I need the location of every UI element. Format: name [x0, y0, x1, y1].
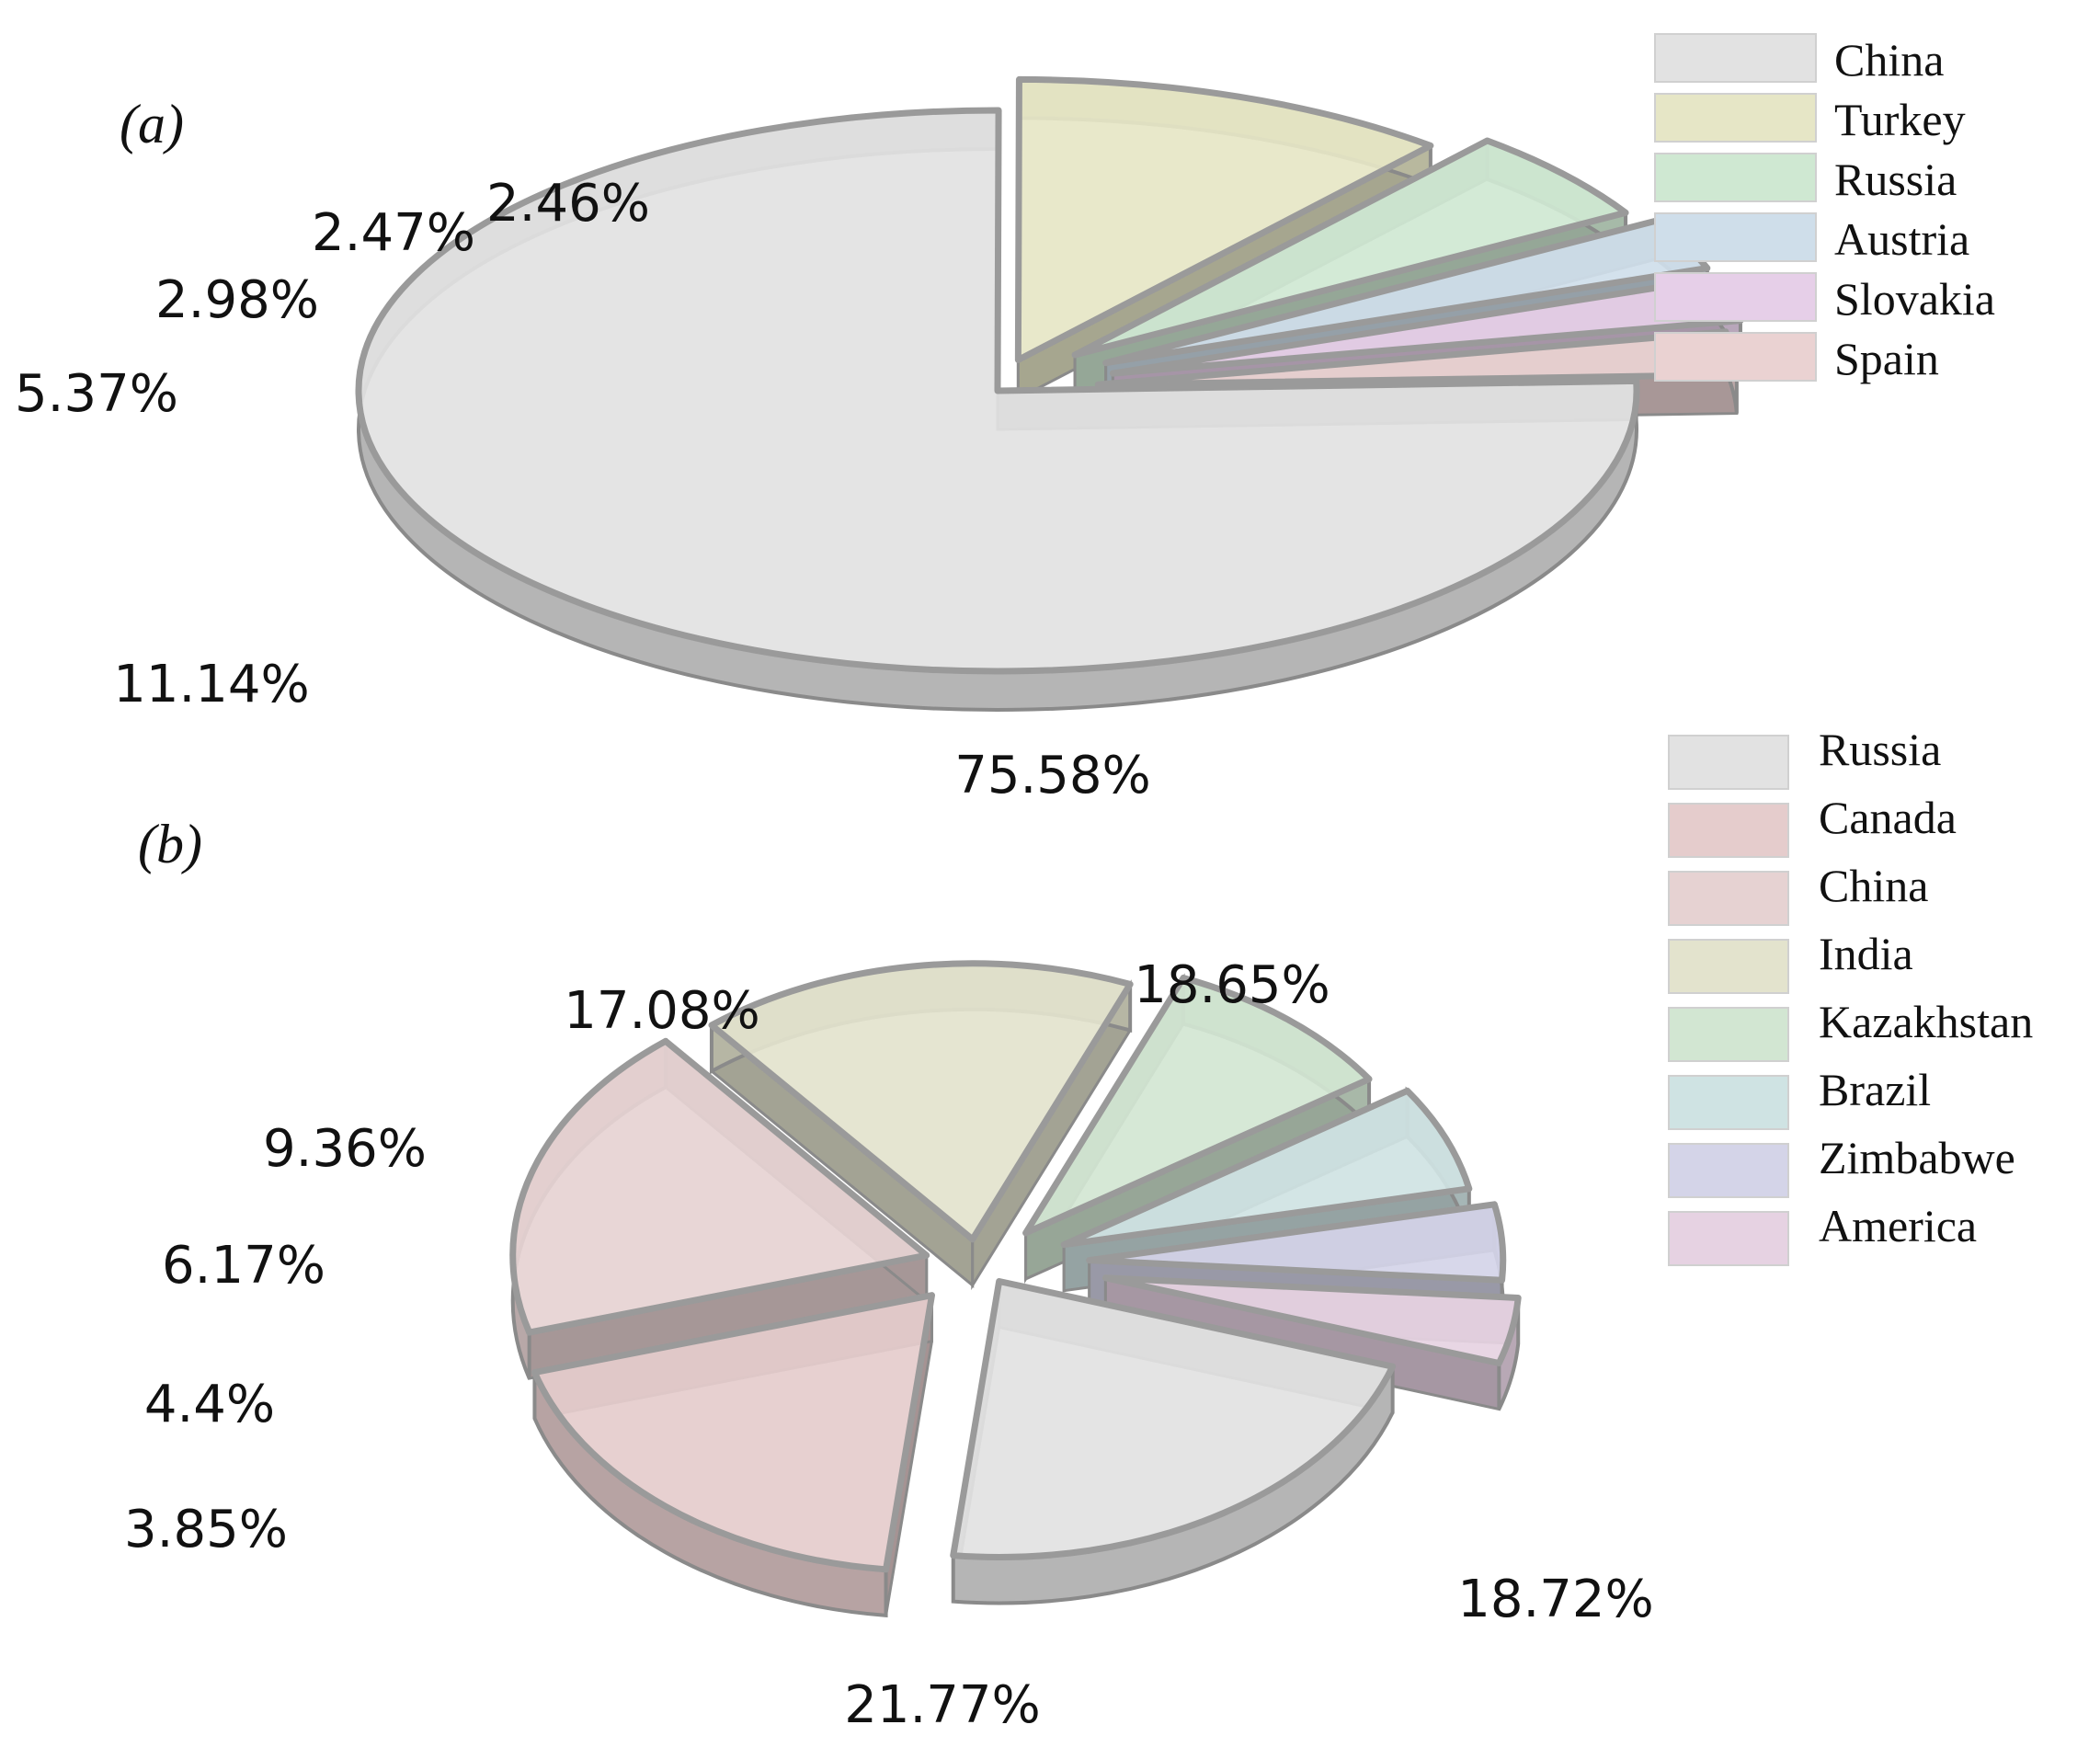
- slice-russia: [950, 1277, 1397, 1605]
- slice-top-russia: [950, 1277, 1397, 1560]
- value-label-zimbabwe: 4.4%: [144, 1375, 275, 1434]
- legend-swatch-china: [1654, 33, 1817, 83]
- legend-label-russia: Russia: [1819, 724, 1941, 775]
- legend-label-austria: Austria: [1834, 213, 1969, 265]
- slice-canada: [531, 1292, 935, 1617]
- legend-label-india: India: [1819, 928, 1913, 979]
- legend-swatch-zimbabwe: [1668, 1143, 1789, 1198]
- value-label-canada: 18.72%: [1457, 1570, 1654, 1629]
- legend-swatch-russia: [1668, 735, 1789, 790]
- legend-swatch-brazil: [1668, 1075, 1789, 1130]
- slice-america: [1101, 1274, 1522, 1411]
- value-label-china: 18.65%: [1134, 955, 1330, 1015]
- legend-label-canada: Canada: [1819, 792, 1957, 843]
- legend-label-china: China: [1834, 34, 1944, 86]
- slice-top-china: [355, 107, 1640, 675]
- legend-label-turkey: Turkey: [1834, 94, 1966, 145]
- legend-label-kazakhstan: Kazakhstan: [1819, 996, 2033, 1047]
- legend-swatch-canada: [1668, 803, 1789, 858]
- panel-label: (b): [138, 814, 202, 874]
- legend-swatch-china: [1668, 871, 1789, 926]
- value-label-kazakhstan: 9.36%: [263, 1119, 427, 1179]
- pie-chart-a: 75.58% 11.14% 5.37% 2.98% 2.47% 2.46% (a) China…: [15, 33, 1995, 805]
- legend-label-spain: Spain: [1834, 333, 1939, 384]
- legend-swatch-spain: [1654, 332, 1817, 382]
- legend-label-brazil: Brazil: [1819, 1064, 1931, 1115]
- value-label-china: 75.58%: [954, 746, 1151, 805]
- panel-label: (a): [120, 94, 184, 154]
- legend: China Turkey Russia Austria Slovakia Spain: [1654, 33, 1995, 384]
- legend-label-slovakia: Slovakia: [1834, 273, 1995, 325]
- slice-top-kazakhstan: [1022, 975, 1373, 1237]
- legend-swatch-slovakia: [1654, 272, 1817, 322]
- legend-swatch-kazakhstan: [1668, 1007, 1789, 1062]
- slice-china: [355, 107, 1640, 712]
- value-label-spain: 2.46%: [486, 174, 650, 234]
- slice-china: [509, 1037, 930, 1380]
- legend-swatch-india: [1668, 939, 1789, 994]
- slice-top-china: [509, 1037, 930, 1336]
- slice-top-canada: [531, 1292, 935, 1573]
- legend-swatch-turkey: [1654, 93, 1817, 143]
- slice-top-brazil: [1060, 1087, 1473, 1249]
- legend-swatch-america: [1668, 1211, 1789, 1266]
- legend-label-russia: Russia: [1834, 154, 1957, 205]
- value-label-russia: 21.77%: [844, 1675, 1041, 1735]
- legend-swatch-austria: [1654, 212, 1817, 262]
- legend-label-china: China: [1819, 860, 1928, 911]
- value-label-brazil: 6.17%: [162, 1236, 325, 1296]
- value-label-russia: 5.37%: [15, 364, 178, 424]
- legend-label-zimbabwe: Zimbabwe: [1819, 1132, 2015, 1183]
- slice-top-india: [708, 960, 1134, 1243]
- slice-top-russia: [1071, 137, 1629, 359]
- pie-chart-b: 21.77% 18.72% 18.65% 17.08% 9.36% 6.17% 4.4% 3.…: [124, 724, 2033, 1735]
- value-label-india: 17.08%: [564, 981, 760, 1041]
- value-label-slovakia: 2.47%: [312, 203, 475, 263]
- value-label-austria: 2.98%: [155, 270, 319, 330]
- slice-top-zimbabwe: [1086, 1201, 1507, 1284]
- slice-top-turkey: [1014, 75, 1434, 363]
- value-label-turkey: 11.14%: [113, 655, 310, 714]
- value-label-america: 3.85%: [124, 1500, 288, 1559]
- slice-india: [708, 960, 1134, 1291]
- legend-swatch-russia: [1654, 153, 1817, 202]
- legend: Russia Canada China India Kazakhstan Brazil Zi…: [1668, 724, 2033, 1266]
- legend-label-america: America: [1819, 1200, 1977, 1251]
- slice-top-america: [1101, 1274, 1522, 1366]
